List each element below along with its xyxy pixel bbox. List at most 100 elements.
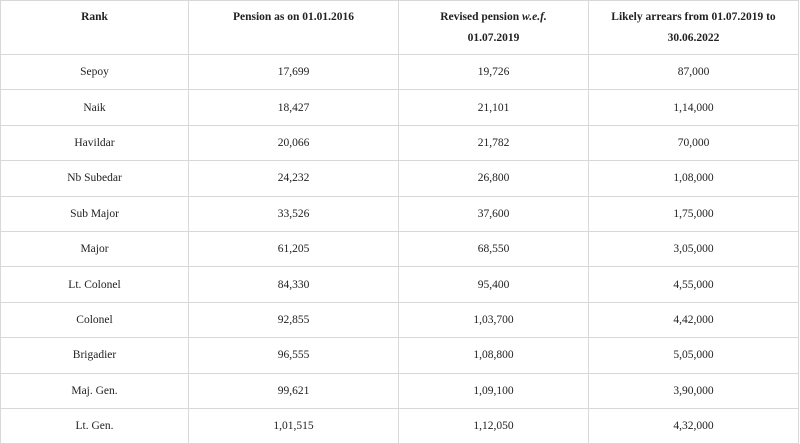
amount-text: 61,205: [277, 243, 310, 256]
table-cell: Nb Subedar: [0, 160, 189, 197]
header-text: Likely arrears from 01.07.2019 to 30.06.…: [611, 11, 776, 44]
table-cell: Naik: [0, 89, 189, 126]
table-cell: 26,800: [398, 160, 589, 197]
amount-text: 4,32,000: [673, 420, 714, 433]
table-cell: 1,75,000: [588, 195, 799, 232]
amount-text: 24,232: [277, 172, 310, 185]
header-text: Pension as on 01.01.2016: [232, 11, 355, 23]
table-cell: 61,205: [188, 230, 399, 268]
rank-text: Lt. Gen.: [75, 420, 114, 433]
header-text: w.e.f.: [521, 11, 547, 23]
amount-text: 68,550: [477, 243, 510, 256]
table-row: Naik 18,427 21,101 1,14,000: [0, 89, 799, 126]
amount-text: 33,526: [277, 207, 310, 220]
amount-text: 4,42,000: [673, 313, 714, 326]
table-cell: 95,400: [398, 266, 589, 303]
table-cell: 1,14,000: [588, 89, 799, 126]
table-cell: 1,08,000: [588, 160, 799, 197]
table-cell: 87,000: [588, 53, 799, 91]
amount-text: 1,08,800: [473, 349, 514, 362]
table-cell: 96,555: [188, 337, 399, 374]
table-cell: Brigadier: [0, 337, 189, 374]
amount-text: 1,14,000: [673, 101, 714, 114]
header-text: Revised pension: [440, 11, 520, 23]
amount-text: 1,01,515: [273, 420, 314, 433]
table-row: Nb Subedar 24,232 26,800 1,08,000: [0, 160, 799, 197]
table-cell: Sub Major: [0, 195, 189, 232]
amount-text: 1,08,000: [673, 172, 714, 185]
table-cell: 1,08,800: [398, 337, 589, 374]
table-cell: 4,42,000: [588, 301, 799, 339]
rank-text: Colonel: [76, 313, 113, 326]
table-row: Sub Major 33,526 37,600 1,75,000: [0, 195, 799, 232]
table-cell: 4,55,000: [588, 266, 799, 303]
amount-text: 3,90,000: [673, 384, 714, 397]
table-cell: 21,101: [398, 89, 589, 126]
table-cell: 19,726: [398, 53, 589, 91]
amount-text: 3,05,000: [673, 243, 714, 256]
amount-text: 5,05,000: [673, 349, 714, 362]
amount-text: 26,800: [477, 172, 510, 185]
table-cell: Major: [0, 230, 189, 268]
amount-text: 95,400: [477, 278, 510, 291]
table-header: Rank Pension as on 01.01.2016 Revised pens…: [0, 0, 799, 55]
rank-text: Nb Subedar: [67, 172, 122, 185]
table-cell: 3,90,000: [588, 372, 799, 409]
table-cell: 92,855: [188, 301, 399, 339]
table-row: Havildar 20,066 21,782 70,000: [0, 124, 799, 162]
table-row: Maj. Gen. 99,621 1,09,100 3,90,000: [0, 372, 799, 409]
amount-text: 20,066: [277, 136, 310, 149]
table-cell: 1,09,100: [398, 372, 589, 409]
table-cell: 68,550: [398, 230, 589, 268]
header-row: Rank Pension as on 01.01.2016 Revised pens…: [0, 0, 799, 55]
rank-text: Sepoy: [80, 66, 109, 79]
table-row: Brigadier 96,555 1,08,800 5,05,000: [0, 337, 799, 374]
rank-text: Sub Major: [70, 207, 119, 220]
table-cell: 24,232: [188, 160, 399, 197]
amount-text: 1,12,050: [473, 420, 514, 433]
table-row: Lt. Colonel 84,330 95,400 4,55,000: [0, 266, 799, 303]
amount-text: 96,555: [277, 349, 310, 362]
rank-text: Maj. Gen.: [71, 384, 118, 397]
header-text: 01.07.2019: [467, 32, 520, 44]
rank-text: Havildar: [74, 136, 115, 149]
table-cell: 17,699: [188, 53, 399, 91]
table-cell: 37,600: [398, 195, 589, 232]
amount-text: 1,03,700: [473, 313, 514, 326]
table-row: Colonel 92,855 1,03,700 4,42,000: [0, 301, 799, 339]
table-row: Sepoy 17,699 19,726 87,000: [0, 53, 799, 91]
table-cell: 21,782: [398, 124, 589, 162]
table-cell: 70,000: [588, 124, 799, 162]
table-cell: 3,05,000: [588, 230, 799, 268]
amount-text: 4,55,000: [673, 278, 714, 291]
rank-text: Brigadier: [72, 349, 117, 362]
header-text: Rank: [81, 11, 108, 23]
table-cell: Maj. Gen.: [0, 372, 189, 409]
header-cell: Revised pension w.e.f. 01.07.2019: [398, 0, 589, 55]
table-cell: Sepoy: [0, 53, 189, 91]
rank-text: Lt. Colonel: [68, 278, 121, 291]
amount-text: 1,09,100: [473, 384, 514, 397]
amount-text: 70,000: [677, 136, 710, 149]
header-cell: Rank: [0, 0, 189, 55]
amount-text: 19,726: [477, 66, 510, 79]
table-cell: 18,427: [188, 89, 399, 126]
table-cell: 84,330: [188, 266, 399, 303]
rank-text: Major: [80, 243, 109, 256]
header-cell: Likely arrears from 01.07.2019 to 30.06.…: [588, 0, 799, 55]
amount-text: 1,75,000: [673, 207, 714, 220]
table-body: Sepoy 17,699 19,726 87,000 Naik 18,427 21,101 1…: [0, 53, 799, 444]
table-row: Major 61,205 68,550 3,05,000: [0, 230, 799, 268]
amount-text: 84,330: [277, 278, 310, 291]
table-cell: 5,05,000: [588, 337, 799, 374]
table-cell: Lt. Gen.: [0, 407, 189, 444]
amount-text: 18,427: [277, 101, 310, 114]
table-cell: Havildar: [0, 124, 189, 162]
amount-text: 21,101: [477, 101, 510, 114]
header-cell: Pension as on 01.01.2016: [188, 0, 399, 55]
table-cell: 1,12,050: [398, 407, 589, 444]
table-cell: 1,01,515: [188, 407, 399, 444]
rank-text: Naik: [83, 101, 106, 114]
amount-text: 92,855: [277, 313, 310, 326]
